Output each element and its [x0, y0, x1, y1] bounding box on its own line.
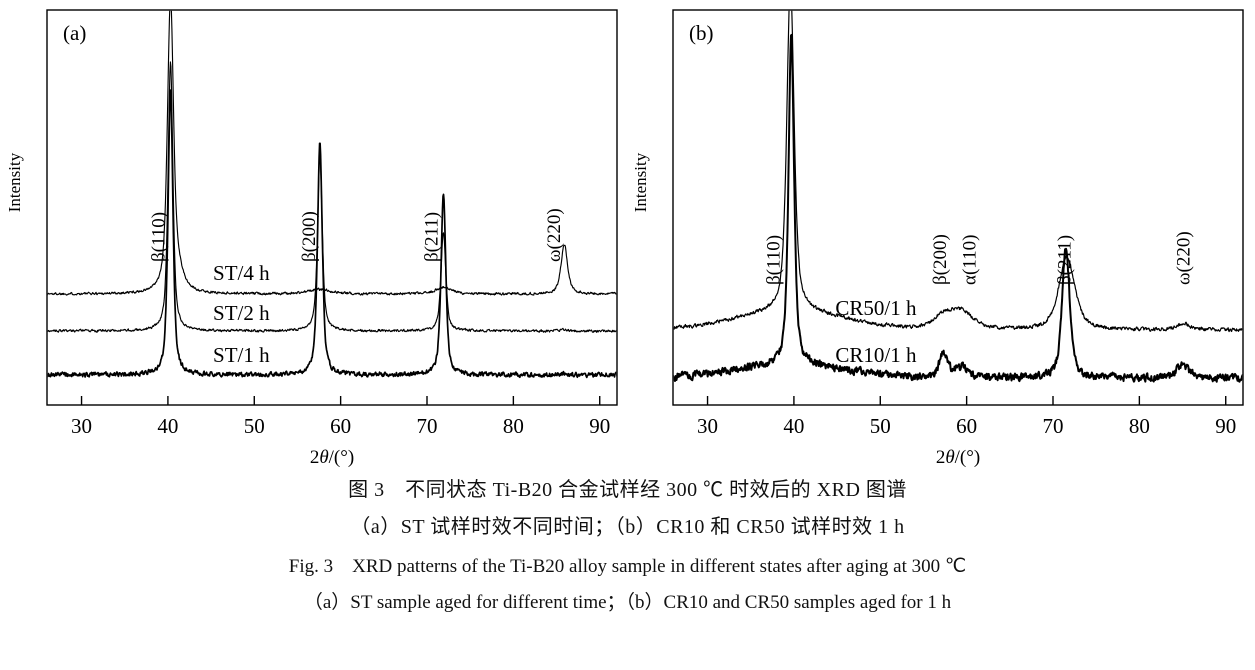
- x-axis-tick-label: 50: [244, 414, 265, 438]
- x-axis-tick-label: 40: [783, 414, 804, 438]
- peak-label: β(211): [421, 212, 442, 262]
- peak-label: β(110): [763, 235, 784, 285]
- x-axis-tick-label: 60: [956, 414, 977, 438]
- caption-english-subtitle: （a）ST sample aged for different time；（b）…: [303, 592, 952, 613]
- xrd-trace: [47, 10, 617, 296]
- x-axis-tick-label: 50: [870, 414, 891, 438]
- figure-caption: 图 3 不同状态 Ti-B20 合金试样经 300 ℃ 时效后的 XRD 图谱 …: [0, 470, 1255, 670]
- peak-label: β(110): [149, 212, 170, 262]
- peak-label: β(200): [299, 211, 320, 262]
- xrd-trace: [47, 89, 617, 379]
- trace-label: ST/4 h: [213, 261, 270, 285]
- x-axis-tick-label: 30: [697, 414, 718, 438]
- trace-label: ST/2 h: [213, 301, 270, 325]
- trace-label: CR10/1 h: [835, 343, 917, 367]
- x-axis-tick-label: 70: [1043, 414, 1064, 438]
- x-axis-title: 2θ/(°): [936, 447, 980, 468]
- x-axis-tick-label: 80: [1129, 414, 1150, 438]
- panel-a-plot: 30 40 50 60 70 80 90 2θ/(°) Intensity (a) β(110) β(…: [5, 9, 618, 468]
- caption-chinese-subtitle: （a）ST 试样时效不同时间；（b）CR10 和 CR50 试样时效 1 h: [350, 516, 905, 538]
- x-axis-tick-label: 90: [1215, 414, 1236, 438]
- chart-panel-b: 30 40 50 60 70 80 90 2θ/(°) Intensity (b) β(110) β(…: [625, 0, 1255, 470]
- xrd-trace: [673, 33, 1243, 383]
- x-axis-tick-label: 70: [417, 414, 438, 438]
- peak-label: β(211): [1054, 235, 1075, 285]
- y-axis-title: Intensity: [631, 152, 650, 212]
- trace-label: ST/1 h: [213, 343, 270, 367]
- peak-label: α(110): [959, 235, 980, 285]
- x-axis-tick-label: 90: [589, 414, 610, 438]
- y-axis-title: Intensity: [5, 152, 24, 212]
- panel-b-plot: 30 40 50 60 70 80 90 2θ/(°) Intensity (b) β(110) β(…: [631, 9, 1244, 468]
- xrd-trace: [673, 10, 1243, 333]
- peak-label: β(200): [930, 234, 951, 285]
- plot-frame: [672, 9, 1244, 406]
- peak-label: ω(220): [1174, 231, 1195, 285]
- caption-chinese-title: 图 3 不同状态 Ti-B20 合金试样经 300 ℃ 时效后的 XRD 图谱: [348, 479, 907, 501]
- x-axis-title: 2θ/(°): [310, 447, 354, 468]
- caption-english-title: Fig. 3 XRD patterns of the Ti-B20 alloy …: [288, 556, 967, 577]
- x-axis-tick-label: 60: [330, 414, 351, 438]
- trace-label: CR50/1 h: [835, 296, 917, 320]
- figure-xrd-patterns: 30 40 50 60 70 80 90 2θ/(°) Intensity (a) β(110) β(…: [0, 0, 1255, 470]
- x-axis-tick-label: 40: [157, 414, 178, 438]
- chart-panel-a: 30 40 50 60 70 80 90 2θ/(°) Intensity (a) β(110) β(…: [0, 0, 630, 470]
- panel-tag: (b): [689, 21, 714, 45]
- plot-frame: [46, 9, 618, 406]
- peak-label: ω(220): [544, 208, 565, 262]
- x-axis-tick-label: 80: [503, 414, 524, 438]
- x-axis-tick-label: 30: [71, 414, 92, 438]
- panel-tag: (a): [63, 21, 86, 45]
- xrd-trace: [47, 61, 617, 333]
